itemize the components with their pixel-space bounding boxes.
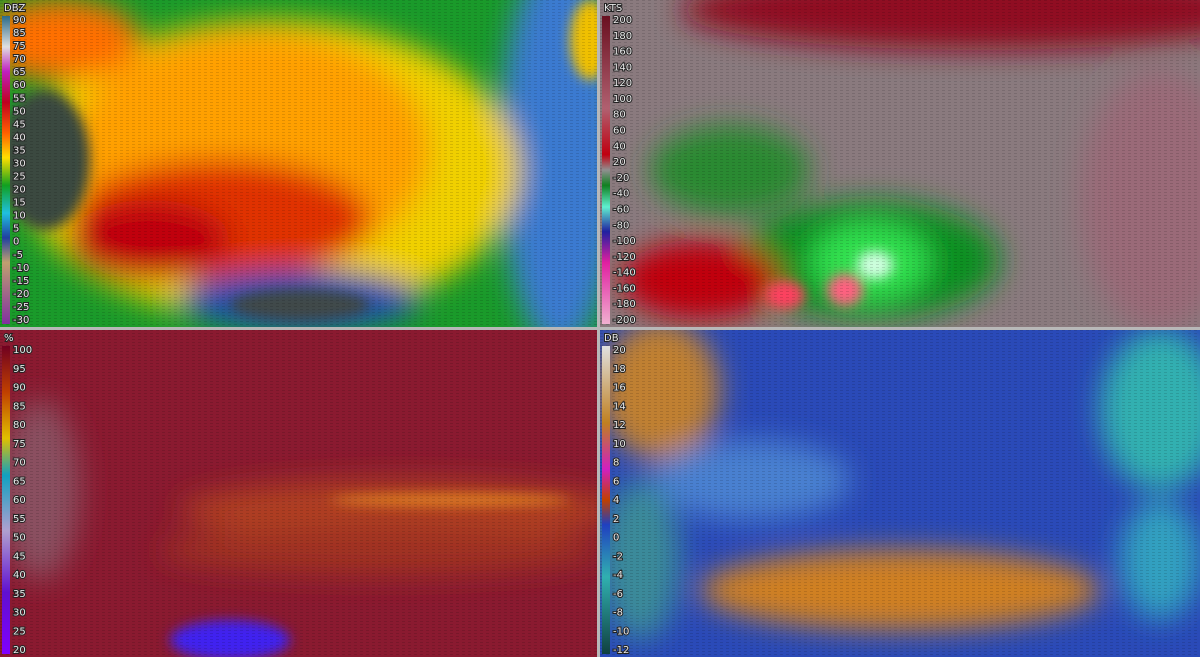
unit-label: KTS — [604, 3, 622, 14]
scale-label: -12 — [613, 645, 629, 656]
scale-label: 140 — [613, 62, 632, 73]
scale-label: 65 — [13, 476, 26, 487]
scale-label: 10 — [613, 439, 626, 450]
scale-label: 90 — [13, 15, 26, 26]
zdr-panel — [600, 330, 1200, 657]
scale-label: 95 — [13, 364, 26, 375]
correlation-panel — [0, 330, 597, 657]
scale-label: 50 — [13, 533, 26, 544]
scale-label: -80 — [613, 220, 629, 231]
scale-label: 75 — [13, 41, 26, 52]
scale-label: 10 — [13, 211, 26, 222]
scale-label: -10 — [613, 626, 629, 637]
velocity-panel — [600, 0, 1200, 327]
scale-label: 50 — [13, 106, 26, 117]
scale-label: 60 — [613, 126, 626, 137]
scale-label: 15 — [13, 198, 26, 209]
scale-label: 70 — [13, 54, 26, 65]
scale-label: 55 — [13, 93, 26, 104]
scale-label: 8 — [613, 458, 619, 469]
scale-label: 25 — [13, 626, 26, 637]
scale-label: 2 — [613, 514, 619, 525]
scale-label: -160 — [613, 283, 636, 294]
scale-label: -4 — [613, 570, 623, 581]
scale-label: 0 — [613, 533, 619, 544]
scale-label: 200 — [613, 15, 632, 26]
scale-label: 4 — [613, 495, 619, 506]
color-bar — [2, 346, 10, 654]
scale-label: -5 — [13, 250, 23, 261]
scale-label: -20 — [13, 289, 29, 300]
scale-label: 20 — [613, 157, 626, 168]
scale-label: 18 — [613, 364, 626, 375]
scale-label: 70 — [13, 458, 26, 469]
scale-label: -60 — [613, 204, 629, 215]
scale-label: -25 — [13, 302, 29, 313]
scale-label: 90 — [13, 383, 26, 394]
scale-label: -8 — [613, 608, 623, 619]
scale-label: 60 — [13, 80, 26, 91]
scale-label: 25 — [13, 172, 26, 183]
scale-label: 40 — [613, 141, 626, 152]
reflectivity-panel — [0, 0, 597, 327]
scale-label: -15 — [13, 276, 29, 287]
scale-label: -120 — [613, 252, 636, 263]
color-bar — [2, 16, 10, 324]
scale-label: -40 — [613, 189, 629, 200]
scale-label: 100 — [13, 345, 32, 356]
scale-label: -100 — [613, 236, 636, 247]
scale-label: 35 — [13, 145, 26, 156]
scale-label: 12 — [613, 420, 626, 431]
scale-label: 120 — [613, 78, 632, 89]
scale-label: 40 — [13, 570, 26, 581]
color-bar — [602, 346, 610, 654]
scale-label: 80 — [613, 110, 626, 121]
scale-label: 80 — [13, 420, 26, 431]
scale-label: -6 — [613, 589, 623, 600]
scale-label: 16 — [613, 383, 626, 394]
scale-label: 30 — [13, 608, 26, 619]
scale-label: -2 — [613, 551, 623, 562]
legend-layer: DBZ9085757065605550454035302520151050-5-… — [2, 2, 637, 657]
color-legend: %100 95 90 85 80 75 70 65 60 55 50 45 40 35 30 25 20 — [2, 332, 33, 657]
scale-label: 45 — [13, 119, 26, 130]
scale-label: 75 — [13, 439, 26, 450]
color-bar — [602, 16, 610, 324]
scale-label: 20 — [613, 345, 626, 356]
scale-label: 20 — [13, 185, 26, 196]
scale-label: 160 — [613, 47, 632, 58]
scale-label: -10 — [13, 263, 29, 274]
scale-label: -140 — [613, 268, 636, 279]
scale-label: 100 — [613, 94, 632, 105]
scale-label: 85 — [13, 28, 26, 39]
scale-label: 14 — [613, 401, 626, 412]
unit-label: DBZ — [4, 3, 26, 14]
scale-label: 65 — [13, 67, 26, 78]
scale-label: -20 — [613, 173, 629, 184]
scale-label: 6 — [613, 476, 619, 487]
scale-label: -200 — [613, 315, 636, 326]
scale-label: 55 — [13, 514, 26, 525]
color-legend: DBZ9085757065605550454035302520151050-5-… — [2, 2, 30, 327]
scale-label: -180 — [613, 299, 636, 310]
scale-label: 85 — [13, 401, 26, 412]
scale-label: 0 — [13, 237, 19, 248]
scale-label: 180 — [613, 31, 632, 42]
scale-label: 5 — [13, 224, 19, 235]
scale-label: 45 — [13, 551, 26, 562]
scale-label: 20 — [13, 645, 26, 656]
scale-label: 40 — [13, 132, 26, 143]
scale-label: 35 — [13, 589, 26, 600]
scale-label: -30 — [13, 315, 29, 326]
unit-label: % — [4, 333, 14, 344]
scale-label: 60 — [13, 495, 26, 506]
unit-label: DB — [604, 333, 619, 344]
scale-label: 30 — [13, 158, 26, 169]
